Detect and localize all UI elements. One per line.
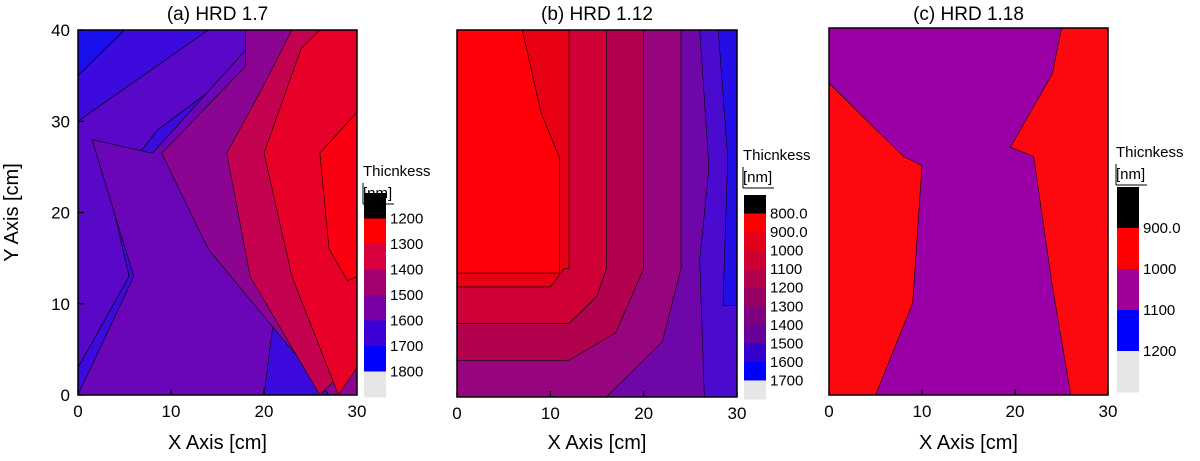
- contour-region-11: [319, 111, 358, 282]
- x-tick-label: 20: [1006, 402, 1025, 421]
- x-tick-label: 30: [1099, 402, 1118, 421]
- x-tick-label: 10: [162, 402, 181, 421]
- x-tick-label: 30: [348, 402, 367, 421]
- y-tick-label: 0: [61, 386, 70, 405]
- colorbar: Thicnkess [nm] 900.0 1000 1100 1200: [1115, 144, 1184, 393]
- colorbar: Thicnkess [nm] 1200 1300 1400 1500 1600 1700 180…: [362, 163, 431, 398]
- colorbar-unit: [nm]: [363, 185, 392, 202]
- colorbar-swatch-7: [364, 346, 386, 372]
- colorbar-label: 1400: [390, 262, 423, 279]
- colorbar-label: 1200: [390, 211, 423, 228]
- y-tick-label: 30: [51, 112, 70, 131]
- colorbar-unit: [nm]: [743, 169, 772, 186]
- colorbar-label: 1600: [390, 313, 423, 330]
- panel-title: (c) HRD 1.18: [913, 4, 1024, 25]
- colorbar-label: 900.0: [770, 224, 808, 241]
- colorbar-swatch-3: [364, 244, 386, 270]
- colorbar-swatch-1: [744, 195, 766, 215]
- colorbar-swatch-4: [1117, 310, 1139, 352]
- colorbar-label: 1100: [1143, 302, 1175, 319]
- colorbar-swatch-1: [1117, 187, 1139, 229]
- colorbar-swatch-6: [744, 287, 766, 307]
- colorbar-swatch-5: [1117, 351, 1139, 393]
- plot-frame: [828, 27, 1109, 396]
- colorbar-swatch-2: [364, 218, 386, 245]
- colorbar-label: 1500: [390, 287, 423, 304]
- x-tick-label: 0: [452, 404, 461, 423]
- colorbar-label: 1800: [390, 364, 423, 381]
- colorbar-swatch-11: [744, 380, 766, 400]
- x-tick-label: 20: [255, 402, 274, 421]
- colorbar-label: 800.0: [770, 206, 808, 223]
- y-tick-label: 10: [51, 295, 70, 314]
- colorbar-swatch-10: [744, 361, 766, 381]
- colorbar-swatch-3: [744, 232, 766, 252]
- colorbar-label: 1100: [770, 261, 802, 278]
- colorbar-label: 1000: [770, 243, 803, 260]
- colorbar-title: Thicnkess: [743, 147, 811, 164]
- colorbar-label: 1600: [770, 354, 803, 371]
- colorbar-title: Thicnkess: [363, 163, 431, 180]
- colorbar-swatch-5: [744, 269, 766, 289]
- contour-panel-1: (a) HRD 1.7 0 10 20 30 0 10 20 30 40 X Axis [cm] Y …: [1, 4, 431, 454]
- x-tick-label: 20: [634, 404, 653, 423]
- contour-regions: [828, 27, 1109, 396]
- colorbar-swatch-1: [364, 193, 386, 219]
- x-tick-label: 30: [728, 404, 747, 423]
- colorbar-swatch-4: [744, 250, 766, 270]
- colorbar-label: 1500: [770, 335, 803, 352]
- panel-title: (b) HRD 1.12: [541, 4, 653, 25]
- x-tick-label: 10: [541, 404, 560, 423]
- x-tick-label: 0: [824, 402, 833, 421]
- colorbar-swatch-5: [364, 295, 386, 321]
- colorbar-swatch-3: [1117, 269, 1139, 311]
- x-tick-label: 10: [913, 402, 932, 421]
- colorbar-label: 900.0: [1143, 220, 1181, 237]
- colorbar-unit: [nm]: [1116, 166, 1145, 183]
- colorbar-label: 1300: [770, 298, 803, 315]
- colorbar-label: 1700: [390, 338, 423, 355]
- colorbar-swatch-2: [744, 213, 766, 233]
- colorbar-swatch-9: [744, 343, 766, 363]
- colorbar-label: 1300: [390, 236, 423, 253]
- colorbar-label: 1700: [770, 372, 803, 389]
- x-axis-label: X Axis [cm]: [168, 432, 267, 454]
- colorbar-label: 1200: [770, 280, 803, 297]
- colorbar-swatch-6: [364, 320, 386, 347]
- colorbar-title: Thicnkess: [1116, 144, 1184, 161]
- x-axis-label: X Axis [cm]: [919, 432, 1018, 454]
- contour-regions: [456, 29, 738, 398]
- contour-panel-3: (c) HRD 1.18 0 10 20 30 X Axis [cm] Thicnkess […: [824, 4, 1183, 454]
- colorbar-label: 1200: [1143, 343, 1176, 360]
- y-tick-label: 20: [51, 204, 70, 223]
- x-tick-label: 0: [73, 402, 82, 421]
- colorbar-swatch-8: [364, 371, 386, 398]
- colorbar-swatch-4: [364, 269, 386, 296]
- contour-regions: [77, 29, 358, 396]
- plot-frame: [456, 29, 738, 398]
- colorbar-swatch-7: [744, 306, 766, 326]
- colorbar-swatch-8: [744, 324, 766, 344]
- colorbar-swatch-2: [1117, 228, 1139, 270]
- colorbar-label: 1000: [1143, 261, 1176, 278]
- panel-title: (a) HRD 1.7: [167, 4, 268, 25]
- y-tick-label: 40: [51, 21, 70, 40]
- contour-panel-2: (b) HRD 1.12 0 10 20 30 X Axis [cm] Thicnkess […: [452, 4, 810, 454]
- colorbar-label: 1400: [770, 317, 803, 334]
- x-axis-label: X Axis [cm]: [548, 432, 647, 454]
- y-axis-label: Y Axis [cm]: [1, 163, 23, 262]
